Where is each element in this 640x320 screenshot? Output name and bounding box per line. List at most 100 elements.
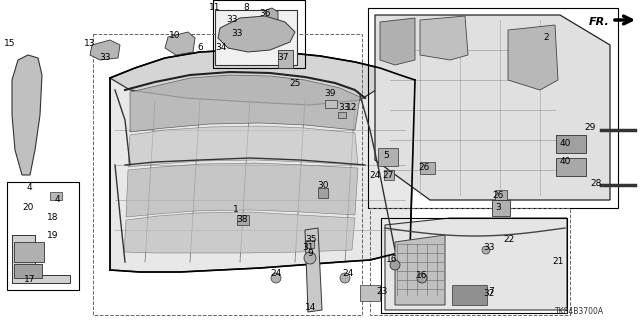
Polygon shape	[126, 163, 358, 217]
Text: 17: 17	[24, 276, 36, 284]
Text: 32: 32	[483, 289, 495, 298]
Bar	[384, 170, 394, 180]
Bar	[14, 242, 44, 262]
Text: 29: 29	[584, 124, 596, 132]
Text: 28: 28	[590, 180, 602, 188]
Text: 31: 31	[302, 244, 314, 252]
Polygon shape	[90, 40, 120, 60]
Text: 12: 12	[346, 103, 358, 113]
Text: 16: 16	[416, 271, 428, 281]
Text: 23: 23	[376, 286, 388, 295]
Bar	[7, 182, 79, 290]
Circle shape	[482, 246, 490, 254]
Bar	[50, 192, 62, 200]
Bar	[378, 148, 398, 166]
Polygon shape	[110, 50, 400, 105]
Polygon shape	[12, 55, 42, 175]
Bar	[318, 188, 328, 198]
Text: 10: 10	[169, 30, 180, 39]
Text: 26: 26	[419, 164, 429, 172]
Bar	[368, 8, 618, 208]
Text: 37: 37	[277, 52, 289, 61]
Text: 15: 15	[4, 38, 16, 47]
Text: 6: 6	[197, 43, 203, 52]
Polygon shape	[130, 75, 360, 132]
Circle shape	[304, 252, 316, 264]
Text: 24: 24	[369, 171, 381, 180]
Polygon shape	[165, 32, 195, 55]
Text: 33: 33	[231, 29, 243, 38]
Text: 4: 4	[54, 196, 60, 204]
Text: 11: 11	[209, 4, 221, 12]
Text: 33: 33	[99, 53, 111, 62]
Circle shape	[417, 273, 427, 283]
Polygon shape	[305, 228, 322, 312]
Text: 26: 26	[492, 190, 504, 199]
Text: 24: 24	[270, 269, 282, 278]
Bar	[325, 100, 337, 108]
Text: 9: 9	[307, 249, 313, 258]
Bar	[360, 285, 380, 301]
Text: 24: 24	[342, 269, 354, 278]
Text: 25: 25	[289, 78, 301, 87]
Text: 34: 34	[215, 43, 227, 52]
Text: 21: 21	[552, 258, 564, 267]
Circle shape	[271, 273, 281, 283]
Bar	[420, 162, 435, 174]
Text: 20: 20	[22, 203, 34, 212]
Bar	[556, 135, 586, 153]
Text: 30: 30	[317, 180, 329, 189]
Bar	[14, 264, 42, 278]
Polygon shape	[124, 212, 355, 253]
Polygon shape	[508, 25, 558, 90]
Text: 4: 4	[26, 183, 32, 193]
Text: 8: 8	[243, 4, 249, 12]
Bar	[306, 240, 314, 248]
Text: 7: 7	[488, 286, 494, 295]
Text: TK84B3700A: TK84B3700A	[556, 308, 605, 316]
Text: 33: 33	[339, 103, 349, 113]
Text: 3: 3	[495, 204, 501, 212]
Text: 1: 1	[233, 204, 239, 213]
Polygon shape	[110, 50, 415, 272]
Circle shape	[340, 273, 350, 283]
Text: 13: 13	[84, 38, 96, 47]
Bar	[278, 50, 293, 68]
Text: 18: 18	[47, 213, 59, 222]
Text: 2: 2	[543, 34, 549, 43]
Text: 22: 22	[504, 236, 515, 244]
Bar	[213, 0, 305, 68]
Text: 14: 14	[305, 303, 317, 313]
Text: 38: 38	[236, 214, 248, 223]
Polygon shape	[385, 218, 567, 310]
Bar	[556, 158, 586, 176]
Bar	[452, 285, 487, 305]
Bar	[495, 190, 507, 200]
Text: 16: 16	[387, 254, 397, 263]
Text: 36: 36	[259, 9, 271, 18]
Text: 40: 40	[559, 157, 571, 166]
Text: 5: 5	[383, 150, 389, 159]
Polygon shape	[380, 18, 415, 65]
Bar	[237, 215, 249, 225]
Text: 33: 33	[483, 244, 495, 252]
Polygon shape	[420, 16, 468, 60]
Bar	[492, 200, 510, 216]
Text: 39: 39	[324, 89, 336, 98]
Bar	[93, 34, 362, 315]
Bar	[370, 208, 570, 315]
Polygon shape	[375, 15, 610, 200]
Polygon shape	[266, 8, 278, 32]
Text: 19: 19	[47, 230, 59, 239]
Text: 27: 27	[382, 171, 394, 180]
Text: 40: 40	[559, 139, 571, 148]
Text: 35: 35	[305, 236, 317, 244]
Bar	[381, 218, 567, 313]
Bar	[338, 112, 346, 118]
Circle shape	[390, 260, 400, 270]
Text: FR.: FR.	[589, 17, 610, 27]
Polygon shape	[128, 126, 358, 167]
Polygon shape	[12, 235, 70, 283]
Polygon shape	[395, 235, 445, 305]
Polygon shape	[218, 16, 295, 52]
